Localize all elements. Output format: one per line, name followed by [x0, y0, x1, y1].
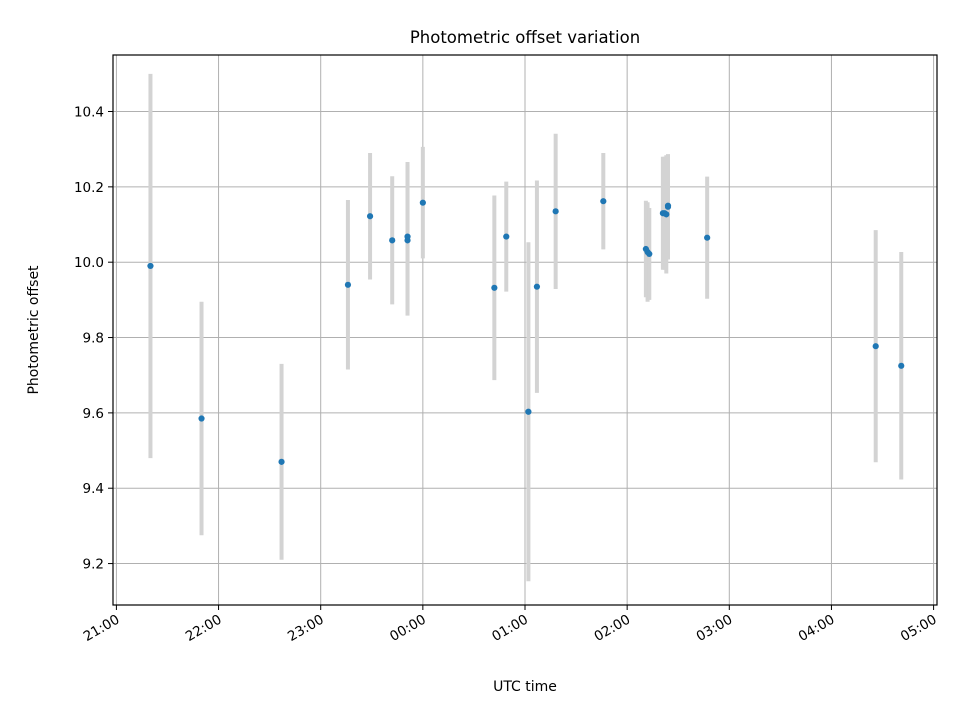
y-axis-label: Photometric offset [26, 265, 42, 395]
data-point [491, 284, 498, 291]
data-point [404, 233, 411, 240]
y-tick-label: 10.0 [74, 255, 104, 271]
data-point [533, 283, 541, 290]
grid-layer [113, 55, 937, 605]
point-layer [147, 198, 905, 465]
data-point [872, 343, 879, 350]
data-point [552, 208, 559, 215]
data-point [278, 458, 285, 465]
data-point [704, 234, 711, 241]
data-point [898, 362, 905, 369]
chart-title: Photometric offset variation [410, 28, 640, 47]
y-tick-label: 9.4 [83, 481, 104, 497]
data-point [600, 198, 607, 205]
data-point [366, 213, 374, 220]
y-tick-label: 9.8 [83, 331, 104, 347]
x-axis-label: UTC time [493, 679, 557, 695]
data-point [419, 199, 426, 206]
y-tick-label: 9.2 [83, 557, 104, 573]
data-point [147, 262, 154, 270]
data-point [198, 415, 205, 422]
y-tick-label: 10.4 [74, 105, 104, 121]
data-point [664, 202, 672, 209]
y-tick-label: 10.2 [74, 180, 104, 196]
y-tick-label: 9.6 [83, 406, 104, 422]
data-point [344, 281, 352, 288]
data-point [646, 250, 653, 258]
data-point [525, 408, 532, 415]
data-point [663, 211, 670, 218]
data-point [503, 233, 510, 240]
data-point [389, 237, 396, 244]
